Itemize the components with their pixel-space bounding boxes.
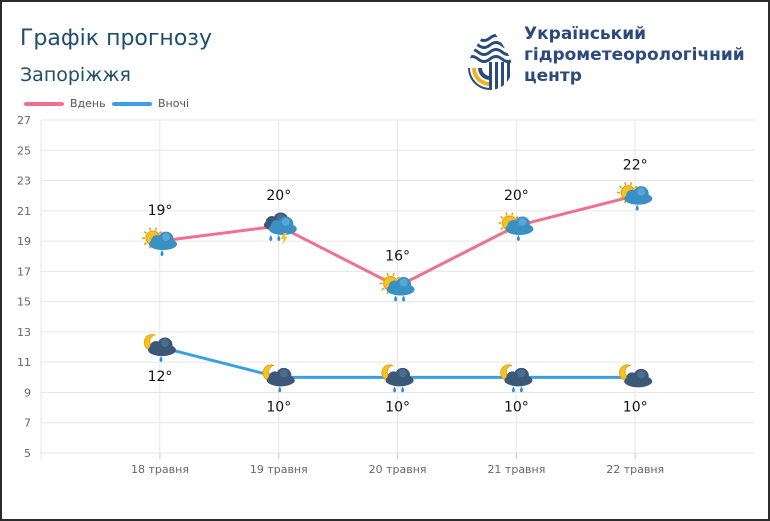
y-tick-label: 27 bbox=[17, 114, 31, 127]
moon-cloud-icon bbox=[619, 364, 653, 388]
water-drop-logo-icon bbox=[468, 26, 512, 90]
partly-cloudy-rain-icon bbox=[379, 272, 415, 302]
legend-item-night[interactable]: Вночі bbox=[112, 97, 189, 110]
ukrhydrometcenter-logo: Український гідрометеорологічний центр bbox=[462, 24, 762, 94]
y-tick-label: 21 bbox=[17, 205, 31, 218]
data-label-night: 10° bbox=[266, 399, 291, 415]
x-tick-label: 18 травня bbox=[131, 463, 189, 476]
data-label-day: 22° bbox=[623, 158, 648, 174]
partly-cloudy-rain-icon bbox=[142, 227, 177, 257]
y-tick-label: 23 bbox=[17, 175, 31, 188]
thunderstorm-rain-icon bbox=[263, 212, 297, 245]
legend-label-day: Вдень bbox=[70, 97, 106, 110]
y-tick-label: 19 bbox=[17, 235, 31, 248]
x-tick-label: 19 травня bbox=[250, 463, 308, 476]
logo-text: Український гідрометеорологічний центр bbox=[524, 24, 764, 87]
moon-cloud-rain-icon bbox=[143, 334, 176, 363]
x-tick-label: 21 травня bbox=[487, 463, 545, 476]
legend-item-day[interactable]: Вдень bbox=[24, 97, 106, 110]
data-label-day: 20° bbox=[266, 188, 291, 204]
moon-cloud-rain-icon bbox=[262, 364, 295, 393]
partly-cloudy-rain-icon bbox=[617, 181, 653, 211]
y-tick-label: 9 bbox=[24, 386, 31, 399]
logo-line-1: Український bbox=[524, 24, 647, 44]
data-label-day: 19° bbox=[148, 203, 173, 219]
moon-cloud-rain-icon bbox=[500, 364, 533, 393]
data-label-night: 10° bbox=[623, 399, 648, 415]
y-tick-label: 11 bbox=[17, 356, 31, 369]
data-label-night: 12° bbox=[148, 369, 173, 385]
y-tick-label: 15 bbox=[17, 296, 31, 309]
x-tick-label: 20 травня bbox=[369, 463, 427, 476]
legend-swatch-day bbox=[24, 102, 64, 106]
y-tick-label: 25 bbox=[17, 144, 31, 157]
data-label-day: 16° bbox=[385, 249, 410, 265]
chart-title: Графік прогнозу bbox=[20, 26, 212, 51]
logo-line-3: центр bbox=[524, 66, 582, 86]
city-subtitle: Запоріжжя bbox=[20, 64, 131, 86]
legend-swatch-night bbox=[112, 102, 152, 106]
partly-cloudy-rain-icon bbox=[498, 212, 534, 241]
x-tick-label: 22 травня bbox=[606, 463, 664, 476]
y-tick-label: 7 bbox=[24, 417, 31, 430]
legend-label-night: Вночі bbox=[158, 97, 190, 110]
data-label-day: 20° bbox=[504, 188, 529, 204]
logo-line-2: гідрометеорологічний bbox=[524, 45, 745, 65]
moon-cloud-rain-icon bbox=[381, 364, 414, 393]
y-tick-label: 13 bbox=[17, 326, 31, 339]
y-tick-label: 5 bbox=[24, 447, 31, 460]
data-label-night: 10° bbox=[504, 399, 529, 415]
data-label-night: 10° bbox=[385, 399, 410, 415]
y-tick-label: 17 bbox=[17, 265, 31, 278]
